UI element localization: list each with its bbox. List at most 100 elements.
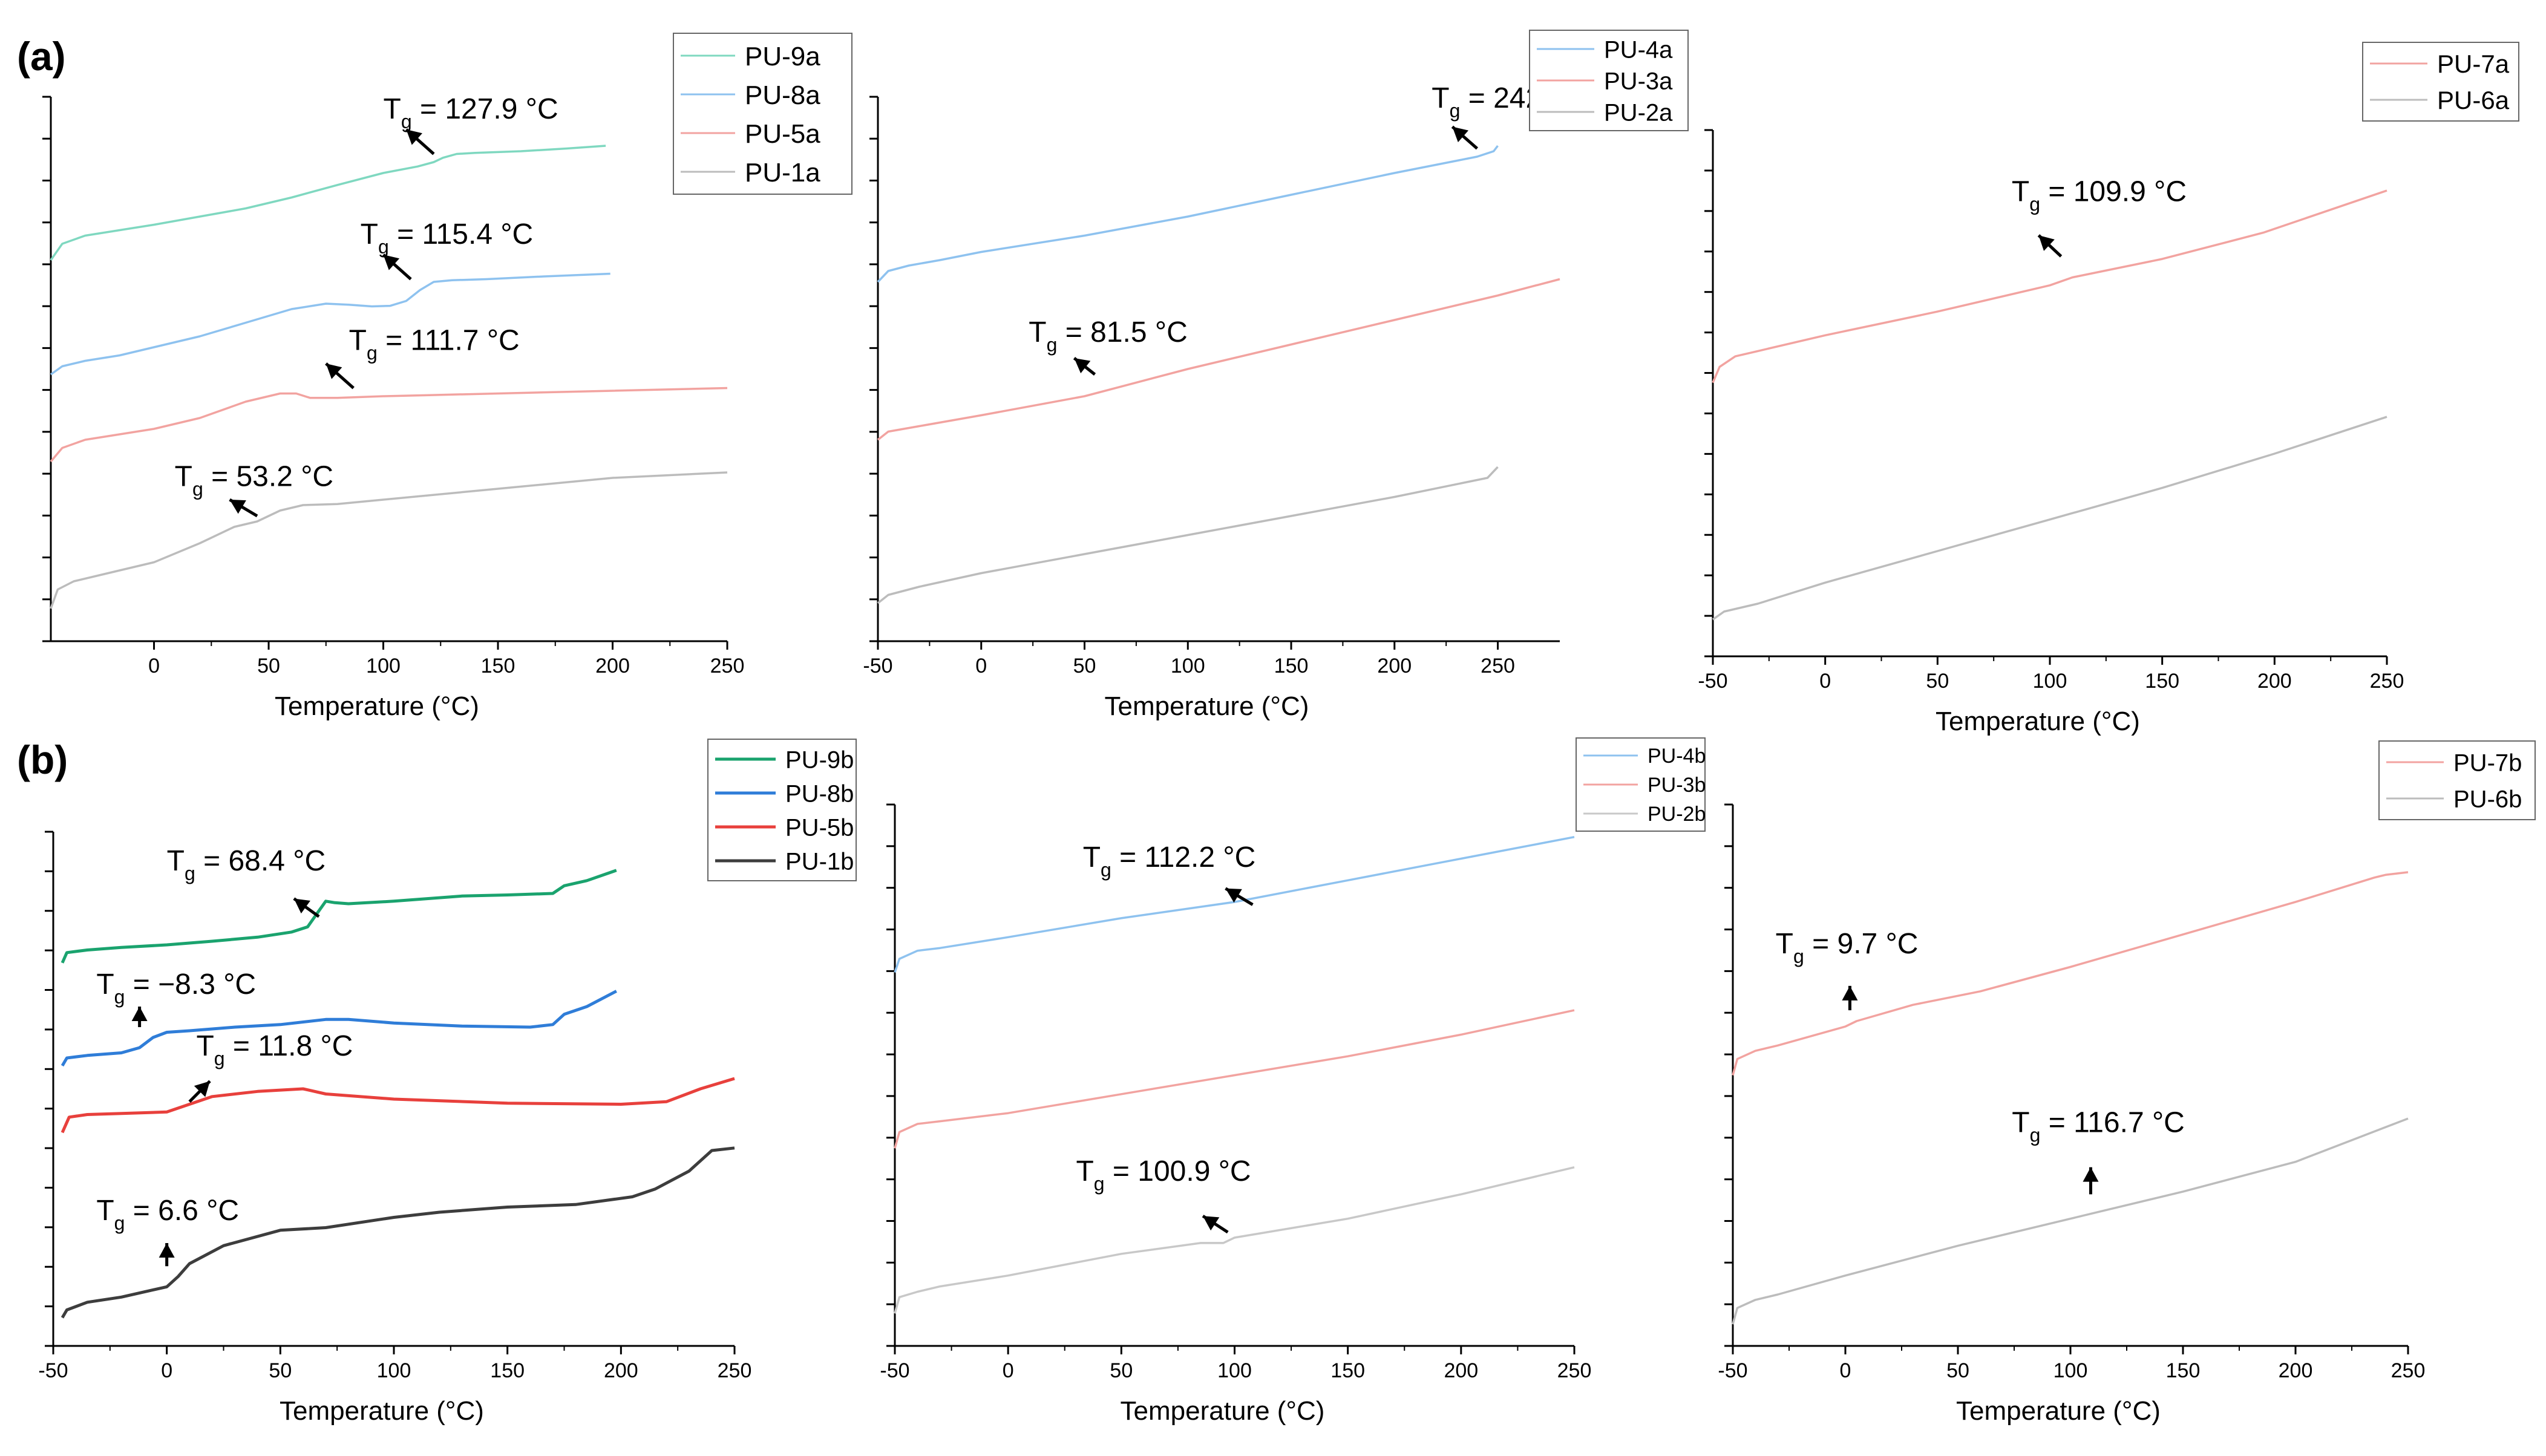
legend-label: PU-6a: [2437, 86, 2510, 114]
series-line-pu-7a: [1712, 189, 2387, 384]
legend-label: PU-5a: [745, 119, 820, 149]
tg-value: = 112.2 °C: [1111, 841, 1255, 873]
x-tick-label: 250: [1481, 655, 1515, 677]
x-tick-label: 50: [1926, 670, 1949, 693]
legend-label: PU-9b: [785, 746, 854, 773]
x-tick-label: -50: [38, 1359, 68, 1382]
legend-label: PU-4a: [1604, 36, 1673, 63]
tg-subscript: g: [1047, 334, 1058, 356]
x-tick-label: 150: [2145, 670, 2179, 693]
panel-b-label: (b): [17, 737, 68, 782]
legend-label: PU-5b: [785, 814, 854, 841]
tg-symbol: T: [1432, 82, 1449, 114]
tg-annotation: Tg = 109.9 °C: [2012, 175, 2187, 215]
tg-symbol: T: [2012, 175, 2029, 207]
tg-arrow-head: [1452, 126, 1469, 143]
tg-subscript: g: [185, 863, 195, 884]
x-tick-label: 100: [366, 655, 401, 677]
x-tick-label: 250: [710, 655, 745, 677]
legend-label: PU-8b: [785, 780, 854, 807]
x-tick-label: 50: [1110, 1359, 1133, 1382]
tg-arrow-head: [131, 1007, 148, 1021]
legend-label: PU-3b: [1648, 774, 1706, 797]
series-line-pu-2b: [894, 1166, 1575, 1314]
series-line-pu-3b: [894, 1009, 1575, 1149]
legend-label: PU-2a: [1604, 99, 1673, 126]
legend-label: PU-7a: [2437, 50, 2510, 78]
tg-subscript: g: [114, 986, 125, 1008]
tg-symbol: T: [1029, 316, 1046, 348]
tg-subscript: g: [1450, 100, 1461, 122]
tg-annotation: Tg = 68.4 °C: [167, 845, 326, 884]
series-line-pu-6a: [1712, 416, 2387, 621]
tg-symbol: T: [1083, 841, 1101, 873]
x-tick-label: 0: [148, 655, 160, 677]
tg-arrow-head: [406, 129, 422, 145]
tg-subscript: g: [1101, 859, 1111, 881]
tg-value: = 100.9 °C: [1105, 1155, 1251, 1187]
tg-symbol: T: [96, 968, 114, 1001]
tg-symbol: T: [196, 1030, 214, 1062]
tg-annotation: Tg = 127.9 °C: [384, 93, 558, 132]
tg-annotation: Tg = 9.7 °C: [1776, 928, 1919, 967]
series-line-pu-5b: [61, 1077, 735, 1134]
tg-arrow-head: [1842, 985, 1858, 1001]
series-line-pu-9b: [61, 869, 617, 964]
x-axis-label: Temperature (°C): [1121, 1396, 1325, 1426]
tg-arrow-head: [383, 255, 400, 270]
tg-arrow-head: [229, 500, 246, 514]
tg-arrow-head: [1203, 1216, 1220, 1231]
tg-symbol: T: [167, 845, 185, 877]
tg-subscript: g: [1793, 945, 1804, 967]
legend-label: PU-9a: [745, 42, 820, 71]
series-line-pu-1b: [61, 1146, 735, 1319]
x-tick-label: 250: [2370, 670, 2404, 693]
series-line-pu-3a: [877, 278, 1560, 441]
series-line-pu-7b: [1732, 871, 2409, 1076]
tg-arrow-head: [1225, 888, 1242, 903]
x-tick-label: 0: [1003, 1359, 1014, 1382]
x-tick-label: 200: [2257, 670, 2292, 693]
tg-subscript: g: [2030, 1124, 2041, 1146]
legend-box: [1576, 737, 1706, 832]
tg-subscript: g: [401, 111, 412, 132]
tg-symbol: T: [1076, 1155, 1093, 1187]
tg-arrow-head: [2083, 1167, 2099, 1182]
x-tick-label: 200: [1377, 655, 1412, 677]
series-line-pu-1a: [50, 471, 728, 609]
panel-a-label: (a): [17, 34, 66, 79]
tg-value: = 115.4 °C: [389, 218, 533, 250]
tg-arrow-head: [326, 364, 342, 379]
legend-label: PU-4b: [1648, 745, 1706, 768]
x-tick-label: 50: [269, 1359, 292, 1382]
legend-label: PU-6b: [2453, 786, 2522, 812]
x-tick-label: 200: [1444, 1359, 1478, 1382]
x-tick-label: -50: [863, 655, 892, 677]
tg-arrow-head: [1074, 358, 1091, 374]
x-axis-label: Temperature (°C): [1105, 691, 1309, 721]
tg-symbol: T: [384, 93, 401, 125]
tg-subscript: g: [367, 342, 378, 364]
tg-annotation: Tg = 100.9 °C: [1076, 1155, 1251, 1195]
series-line-pu-2a: [877, 466, 1499, 604]
tg-symbol: T: [96, 1195, 114, 1227]
tg-subscript: g: [2029, 193, 2040, 215]
legend-label: PU-3a: [1604, 68, 1673, 94]
x-tick-label: 50: [1073, 655, 1096, 677]
tg-subscript: g: [114, 1212, 125, 1234]
tg-value: = 81.5 °C: [1057, 316, 1187, 348]
tg-annotation: Tg = 115.4 °C: [361, 218, 534, 258]
tg-value: = 111.7 °C: [378, 325, 520, 357]
x-tick-label: 250: [2391, 1359, 2426, 1382]
legend-label: PU-1a: [745, 158, 820, 188]
x-tick-label: 100: [1217, 1359, 1252, 1382]
tg-arrow-head: [2038, 235, 2055, 251]
tg-annotation: Tg = 11.8 °C: [196, 1030, 353, 1069]
x-tick-label: 50: [1946, 1359, 1969, 1382]
tg-value: = 127.9 °C: [412, 93, 558, 125]
tg-subscript: g: [1094, 1173, 1105, 1195]
tg-arrow-head: [293, 898, 310, 914]
